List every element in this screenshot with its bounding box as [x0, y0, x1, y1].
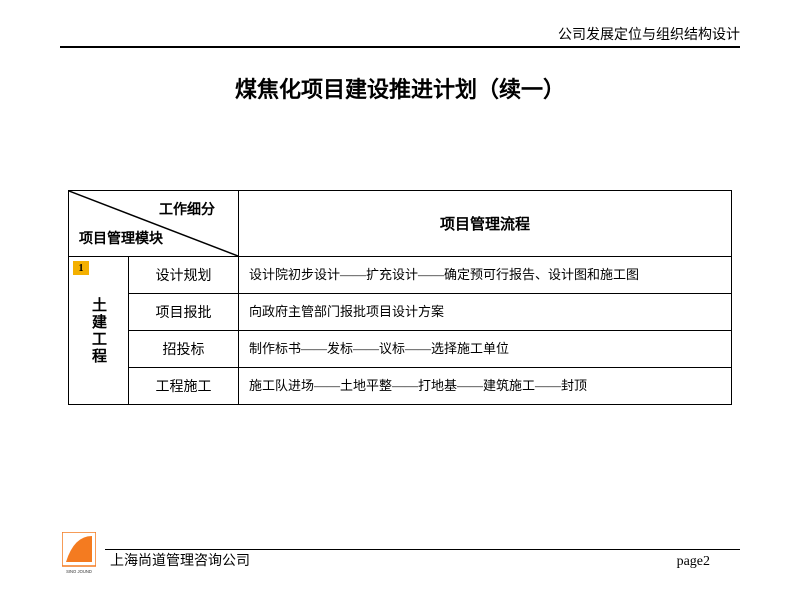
table-header-row: 工作细分 项目管理模块 项目管理流程 — [69, 191, 732, 257]
module-cell: 1 土建工程 — [69, 257, 129, 405]
module-badge: 1 — [73, 261, 89, 275]
table-row: 招投标 制作标书——发标——议标——选择施工单位 — [69, 331, 732, 368]
company-logo: SINO JOUND — [62, 532, 96, 574]
flow-cell: 向政府主管部门报批项目设计方案 — [239, 294, 732, 331]
header-subtitle: 公司发展定位与组织结构设计 — [558, 24, 740, 44]
sub-cell: 工程施工 — [129, 368, 239, 405]
flow-cell: 制作标书——发标——议标——选择施工单位 — [239, 331, 732, 368]
diagonal-header-cell: 工作细分 项目管理模块 — [69, 191, 239, 257]
table-row: 项目报批 向政府主管部门报批项目设计方案 — [69, 294, 732, 331]
table-row: 工程施工 施工队进场——土地平整——打地基——建筑施工——封顶 — [69, 368, 732, 405]
header-bottom-label: 项目管理模块 — [79, 228, 163, 248]
main-table: 工作细分 项目管理模块 项目管理流程 1 土建工程 设计规划 设计院初步设计——… — [68, 190, 732, 405]
sub-cell: 项目报批 — [129, 294, 239, 331]
sub-cell: 设计规划 — [129, 257, 239, 294]
header-right-label: 项目管理流程 — [239, 191, 732, 257]
flow-cell: 设计院初步设计——扩充设计——确定预可行报告、设计图和施工图 — [239, 257, 732, 294]
sub-cell: 招投标 — [129, 331, 239, 368]
header-underline — [60, 46, 740, 48]
header-top-label: 工作细分 — [159, 199, 215, 219]
svg-text:SINO JOUND: SINO JOUND — [66, 569, 92, 574]
flow-cell: 施工队进场——土地平整——打地基——建筑施工——封顶 — [239, 368, 732, 405]
page-number: page2 — [677, 554, 710, 570]
company-name: 上海尚道管理咨询公司 — [110, 550, 250, 570]
page-title: 煤焦化项目建设推进计划（续一） — [0, 72, 800, 104]
table-row: 1 土建工程 设计规划 设计院初步设计——扩充设计——确定预可行报告、设计图和施… — [69, 257, 732, 294]
module-name: 土建工程 — [88, 297, 109, 365]
